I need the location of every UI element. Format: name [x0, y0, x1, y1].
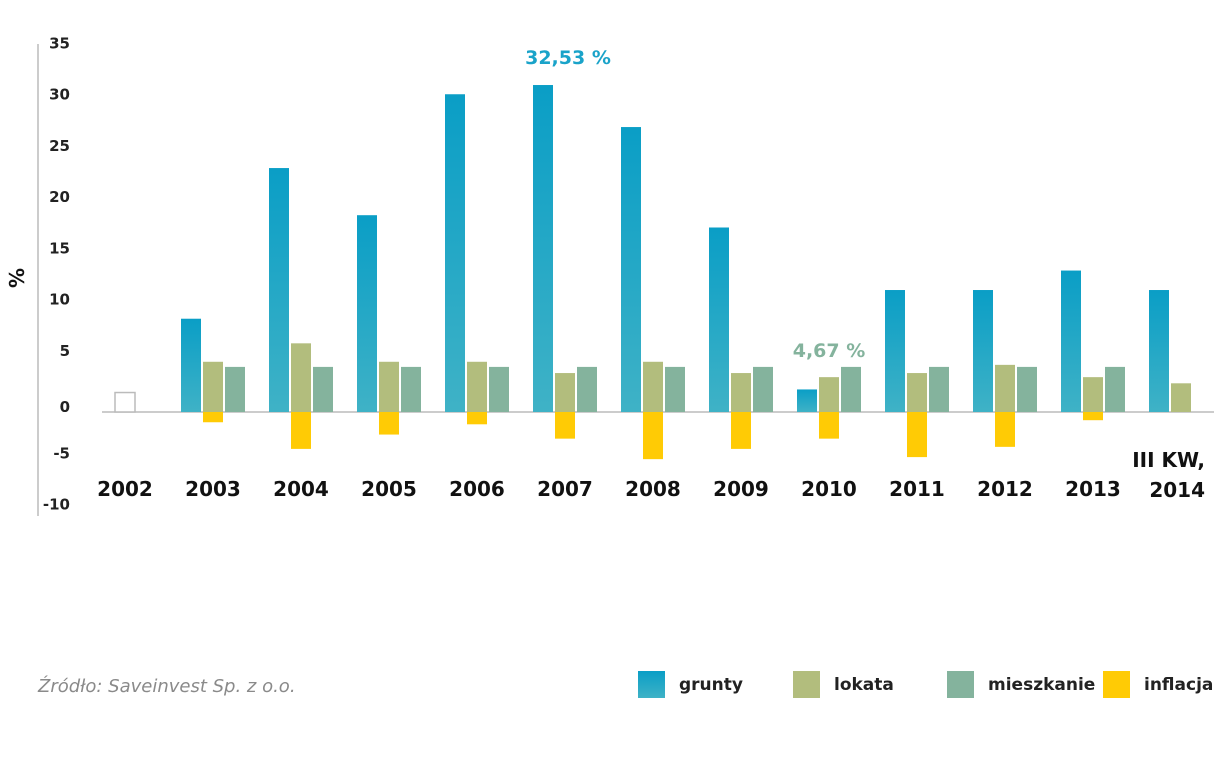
bar-lokata-2	[291, 343, 311, 412]
x-tick-label: 2005	[361, 477, 417, 501]
bar-inflacja-1	[203, 412, 223, 423]
x-tick-label: 2002	[97, 477, 153, 501]
legend-label-lokata: lokata	[834, 674, 894, 695]
bar-grunty-10	[973, 290, 993, 412]
bar-inflacja-5	[555, 412, 575, 439]
bar-mieszkanie-7	[753, 366, 773, 412]
bar-mieszkanie-8	[841, 366, 861, 412]
bar-lokata-8	[819, 377, 839, 412]
x-tick-label: 2003	[185, 477, 241, 501]
data-annotation: 32,53 %	[525, 47, 611, 69]
bar-lokata-11	[1083, 377, 1103, 412]
legend-swatch-mieszkanie	[947, 671, 974, 698]
bar-mieszkanie-3	[401, 366, 421, 412]
x-tick-label: 2004	[273, 477, 329, 501]
bar-grunty-6	[621, 127, 641, 413]
x-tick-label: 2008	[625, 477, 681, 501]
bar-mieszkanie-9	[929, 366, 949, 412]
legend-item-grunty: grunty	[638, 671, 743, 698]
x-tick-label: 2011	[889, 477, 945, 501]
bar-lokata-5	[555, 373, 575, 412]
bar-grunty-9	[885, 290, 905, 412]
y-tick-label: -10	[43, 496, 70, 514]
bar-lokata-10	[995, 364, 1015, 412]
bar-lokata-4	[467, 361, 487, 412]
bar-mieszkanie-6	[665, 366, 685, 412]
source-note: Źródło: Saveinvest Sp. z o.o.	[38, 676, 296, 697]
bar-lokata-9	[907, 373, 927, 412]
legend-label-grunty: grunty	[679, 674, 743, 695]
bar-inflacja-7	[731, 412, 751, 449]
bar-grunty-0	[114, 391, 136, 413]
legend-item-mieszkanie: mieszkanie	[947, 671, 1095, 698]
legend-label-inflacja: inflacja	[1144, 674, 1214, 695]
bar-grunty-4	[445, 94, 465, 412]
x-tick-label: 2012	[977, 477, 1033, 501]
y-tick-label: 35	[49, 34, 70, 52]
bar-grunty-11	[1061, 270, 1081, 412]
bar-lokata-3	[379, 361, 399, 412]
legend-item-inflacja: inflacja	[1103, 671, 1213, 698]
bar-grunty-12	[1149, 290, 1169, 412]
bar-grunty-8	[797, 389, 817, 412]
y-tick-label: 30	[49, 86, 70, 104]
y-tick-label: 20	[49, 188, 70, 206]
data-annotation: 4,67 %	[793, 340, 866, 362]
x-tick-label: 2009	[713, 477, 769, 501]
bar-grunty-7	[709, 227, 729, 412]
legend-swatch-grunty	[638, 671, 665, 698]
legend-swatch-lokata	[793, 671, 820, 698]
bar-mieszkanie-11	[1105, 366, 1125, 412]
x-tick-label: III KW, 2014	[1132, 448, 1205, 502]
x-tick-label: 2006	[449, 477, 505, 501]
bar-lokata-6	[643, 361, 663, 412]
bar-inflacja-10	[995, 412, 1015, 447]
x-tick-label: 2007	[537, 477, 593, 501]
bar-mieszkanie-1	[225, 366, 245, 412]
legend-item-lokata: lokata	[793, 671, 894, 698]
y-tick-label: -5	[53, 444, 70, 462]
bar-mieszkanie-2	[313, 366, 333, 412]
bar-grunty-5	[533, 85, 553, 413]
bar-inflacja-6	[643, 412, 663, 460]
bar-grunty-3	[357, 215, 377, 412]
bar-inflacja-2	[291, 412, 311, 449]
bar-inflacja-8	[819, 412, 839, 439]
bar-inflacja-11	[1083, 412, 1103, 421]
y-axis-label: %	[5, 268, 29, 288]
bar-mieszkanie-5	[577, 366, 597, 412]
x-tick-label: 2013	[1065, 477, 1121, 501]
legend: grunty lokata mieszkanie inflacja	[638, 671, 1218, 701]
y-tick-label: 0	[60, 398, 70, 416]
bar-inflacja-9	[907, 412, 927, 458]
bar-inflacja-4	[467, 412, 487, 425]
x-tick-label: 2010	[801, 477, 857, 501]
y-tick-label: 10	[49, 291, 70, 309]
bar-grunty-2	[269, 168, 289, 412]
legend-label-mieszkanie: mieszkanie	[988, 674, 1096, 695]
bar-lokata-12	[1171, 383, 1191, 412]
bar-grunty-1	[181, 318, 201, 412]
bar-mieszkanie-4	[489, 366, 509, 412]
y-tick-label: 25	[49, 137, 70, 155]
bar-lokata-7	[731, 373, 751, 412]
bar-mieszkanie-10	[1017, 366, 1037, 412]
y-tick-label: 15	[49, 239, 70, 257]
legend-swatch-inflacja	[1103, 671, 1130, 698]
bar-lokata-1	[203, 361, 223, 412]
y-tick-label: 5	[60, 342, 70, 360]
bar-inflacja-3	[379, 412, 399, 435]
